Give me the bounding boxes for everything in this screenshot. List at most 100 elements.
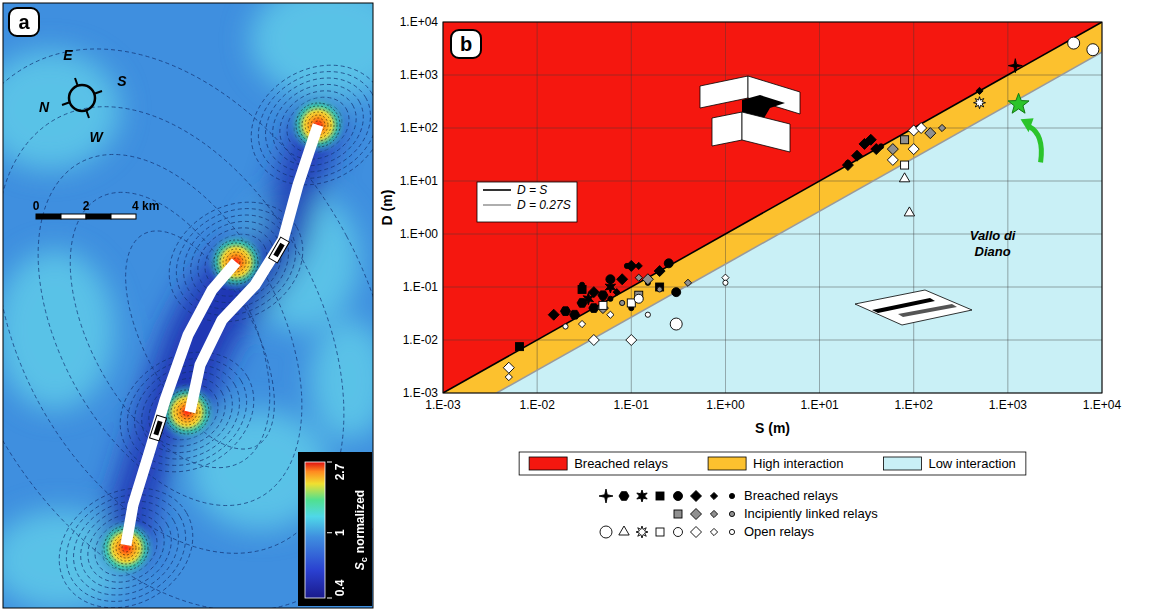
legend-marker xyxy=(656,492,664,500)
data-point xyxy=(560,307,570,316)
contours xyxy=(3,3,373,608)
data-point xyxy=(845,160,850,165)
legend-label: Breached relays xyxy=(744,488,838,503)
data-point xyxy=(620,300,625,305)
scale-bar-segment xyxy=(111,214,136,219)
stress-lobe xyxy=(3,250,115,410)
data-point xyxy=(613,289,620,296)
colorbar-tick xyxy=(327,598,332,599)
region-legend-label: Low interaction xyxy=(928,456,1015,471)
data-point xyxy=(570,310,580,319)
y-tick-label: 1.E+03 xyxy=(400,68,439,82)
y-tick-label: 1.E+02 xyxy=(400,121,439,135)
data-point xyxy=(901,161,909,169)
colorbar-title: Sc normalized xyxy=(353,490,369,570)
contour-line xyxy=(248,59,373,190)
annotation-text: Vallo diDiano xyxy=(970,228,1016,259)
contour-line xyxy=(3,3,373,608)
colorbar-tick-label: 1 xyxy=(333,529,347,536)
data-point xyxy=(842,160,853,171)
x-tick-label: 1.E+00 xyxy=(706,398,745,412)
data-point xyxy=(865,134,876,145)
scale-bar-segment xyxy=(86,214,111,219)
grid xyxy=(443,22,1102,393)
data-point xyxy=(645,312,650,317)
annotation-line: Diano xyxy=(975,244,1011,259)
data-point xyxy=(617,274,628,285)
dense-contour xyxy=(168,393,206,431)
colorbar-title-suffix: normalized xyxy=(353,490,367,553)
fault-segment-box xyxy=(269,237,290,263)
colorbar-tick xyxy=(327,532,332,533)
data-point xyxy=(516,343,524,351)
data-point xyxy=(925,128,936,139)
legend-marker xyxy=(636,526,648,538)
data-point xyxy=(901,136,909,144)
data-point xyxy=(635,262,642,269)
panel-a-frame xyxy=(3,3,373,608)
compass-label: W xyxy=(89,129,104,145)
data-point xyxy=(908,144,919,155)
y-tick-label: 1.E-01 xyxy=(403,280,439,294)
y-tick-label: 1.E+00 xyxy=(400,227,439,241)
annotation-marker xyxy=(1008,93,1029,113)
data-point xyxy=(563,324,568,329)
colorbar-ramp xyxy=(305,462,325,598)
data-point xyxy=(606,275,615,284)
panel-a-map xyxy=(3,3,373,608)
compass-label: N xyxy=(39,99,50,115)
compass-tick xyxy=(75,78,77,85)
compass-label: S xyxy=(117,73,127,89)
regions xyxy=(443,22,1102,393)
colorbar-title-subscript: c xyxy=(359,557,369,562)
data-point xyxy=(607,311,614,318)
stress-lobe xyxy=(3,50,120,170)
legend-marker xyxy=(619,492,629,501)
x-tick-label: 1.E-03 xyxy=(425,398,461,412)
legend-marker xyxy=(710,528,717,535)
contour-line xyxy=(29,160,311,500)
data-point xyxy=(599,301,607,309)
legend-label: Open relays xyxy=(744,524,815,539)
region-legend-swatch xyxy=(708,457,746,470)
data-point xyxy=(904,207,914,216)
data-point xyxy=(976,87,983,94)
compass-ring xyxy=(69,85,95,111)
data-point xyxy=(624,263,629,268)
x-tick-label: 1.E-02 xyxy=(519,398,555,412)
relay-sketches xyxy=(700,76,972,325)
data-point xyxy=(664,259,673,268)
region-area xyxy=(443,52,1102,393)
grid-line-y xyxy=(443,75,1102,76)
grid-line-x xyxy=(1007,22,1008,393)
contour-line xyxy=(117,346,256,477)
data-point xyxy=(852,150,863,161)
marker-legend: Breached relaysIncipiently linked relays… xyxy=(599,488,878,539)
y-axis-title: D (m) xyxy=(379,190,395,226)
scale-bar-label: 0 xyxy=(33,199,40,213)
line-legend-sample xyxy=(483,204,511,206)
grid-line-y xyxy=(443,287,1102,288)
reference-line xyxy=(443,22,1102,393)
data-point xyxy=(588,335,599,346)
sketch-face xyxy=(742,112,790,152)
colorbar-tick xyxy=(327,462,332,463)
legend-marker xyxy=(729,511,734,516)
legend-marker xyxy=(691,491,702,502)
region-legend-box xyxy=(519,452,1026,475)
y-tick-label: 1.E-03 xyxy=(403,386,439,400)
x-tick-label: 1.E+03 xyxy=(989,398,1028,412)
scale-bar-segment xyxy=(36,214,61,219)
colorbar-title-symbol: S xyxy=(353,562,367,570)
plot-frame xyxy=(443,22,1102,393)
data-point xyxy=(654,266,665,277)
x-tick-label: 1.E+01 xyxy=(800,398,839,412)
sketch-face xyxy=(700,76,748,108)
data-point xyxy=(579,282,584,287)
data-point xyxy=(887,154,898,165)
grid-line-x xyxy=(819,22,820,393)
fault-trace xyxy=(190,125,318,412)
legend-marker xyxy=(599,489,613,503)
legend-marker xyxy=(691,527,702,538)
panel-letter-box xyxy=(451,30,481,58)
